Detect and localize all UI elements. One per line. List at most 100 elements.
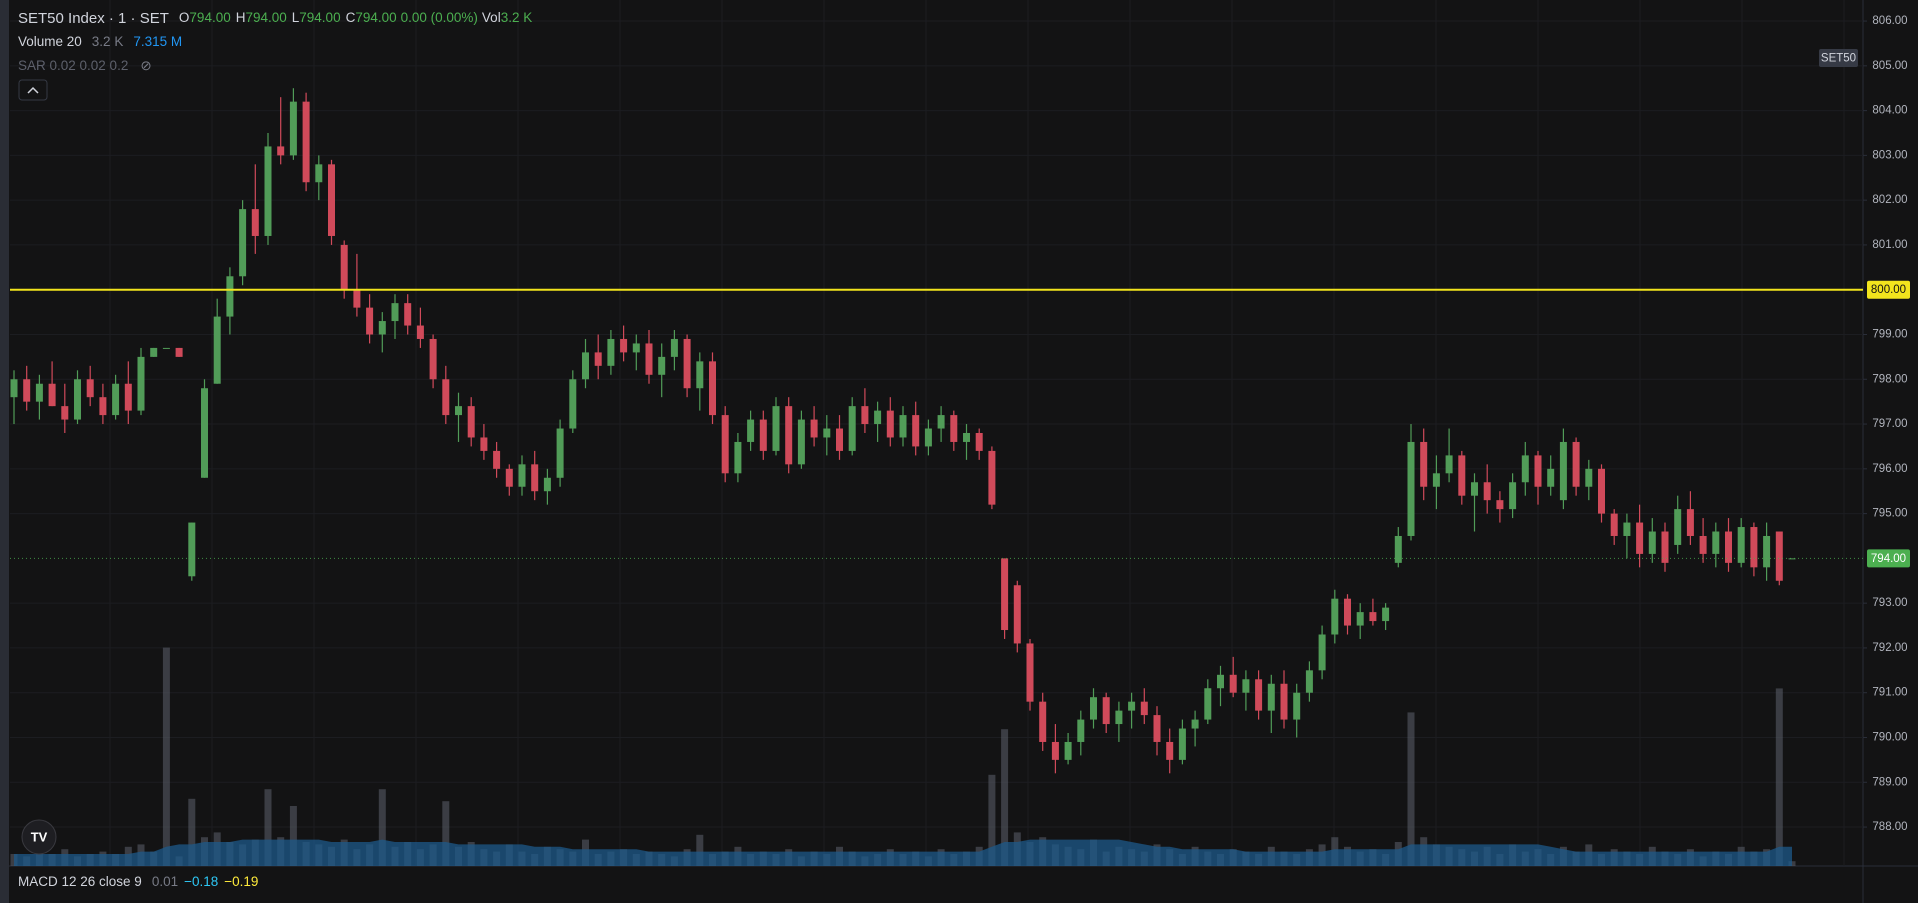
ohlc: O 794.00 H 794.00 L 794.00 C 794.00 <box>179 10 397 27</box>
candle-body <box>480 437 488 451</box>
candle-body <box>226 276 234 317</box>
candle-body <box>1559 441 1567 501</box>
overlays <box>10 280 1910 568</box>
candle-body <box>607 338 615 366</box>
candle-body <box>378 321 386 335</box>
y-tick-label: 788.00 <box>1872 821 1907 833</box>
candle-body <box>1051 741 1059 760</box>
y-tick-label: 804.00 <box>1872 105 1907 117</box>
macd-value: 0.01 <box>151 874 179 889</box>
candle-body <box>505 468 513 487</box>
candle-body <box>302 101 310 183</box>
candle-body <box>1242 679 1250 693</box>
candle-body <box>493 450 501 469</box>
candle-body <box>455 406 462 416</box>
ohlc-label: O <box>178 10 190 25</box>
candle-body <box>1547 468 1555 487</box>
candle-body <box>1293 692 1301 720</box>
candle-body <box>1318 634 1326 671</box>
ohlc-value: 794.00 <box>189 10 231 25</box>
y-tick-label: 799.00 <box>1872 329 1907 341</box>
change: 0.00 (0.00%) <box>400 10 478 25</box>
y-tick-label: 789.00 <box>1872 776 1907 788</box>
hidden-icon[interactable]: ⊘ <box>140 58 152 73</box>
candle-body <box>1699 535 1707 554</box>
ohlc-label: C <box>345 10 356 25</box>
candle-body <box>1115 710 1123 725</box>
candle-body <box>315 164 323 183</box>
y-tick-label: 803.00 <box>1872 149 1907 161</box>
candle-body <box>162 347 170 349</box>
candle-body <box>1331 598 1339 635</box>
candle-body <box>658 356 666 375</box>
collapse-button[interactable] <box>18 79 48 101</box>
candle-body <box>239 209 247 277</box>
volume-bar <box>1001 729 1009 866</box>
volume-row: Volume 20 3.2 K 7.315 M <box>18 34 182 49</box>
candle-body <box>670 338 678 357</box>
left-border <box>0 0 9 903</box>
candle-body <box>1483 482 1491 501</box>
price-badge-label: 800.00 <box>1871 284 1906 296</box>
candle-body <box>556 428 564 478</box>
volume-ma: 7.315 M <box>133 34 183 49</box>
candle-body <box>112 383 120 416</box>
y-tick-label: 802.00 <box>1872 194 1907 206</box>
candles <box>10 88 1796 774</box>
candle-body <box>61 406 69 420</box>
candle-body <box>137 356 145 411</box>
candle-body <box>594 352 602 366</box>
candle-body <box>328 164 335 236</box>
candle-body <box>1356 612 1364 626</box>
candle-body <box>696 361 704 389</box>
candle-body <box>645 343 653 375</box>
candle-body <box>1585 468 1593 487</box>
volume-ma-area <box>14 839 1792 866</box>
candle-body <box>429 338 437 380</box>
macd-row: MACD 12 26 close 9 0.01 −0.18 −0.19 <box>18 874 258 889</box>
macd-name: MACD 12 26 close 9 <box>18 874 142 889</box>
volume-bar <box>988 774 996 866</box>
candle-body <box>747 419 755 442</box>
candle-body <box>1775 531 1783 581</box>
candle-body <box>1217 674 1224 689</box>
candle-body <box>277 146 285 156</box>
candle-body <box>1598 468 1605 514</box>
candle-body <box>632 343 640 353</box>
candle-body <box>1432 473 1440 487</box>
ohlc-value: 794.00 <box>299 10 341 25</box>
sar: SAR 0.02 0.02 0.2 <box>18 58 129 73</box>
candle-body <box>1458 455 1466 496</box>
y-tick-label: 793.00 <box>1872 597 1907 609</box>
candle-body <box>543 477 551 492</box>
y-tick-label: 797.00 <box>1872 418 1907 430</box>
candle-body <box>1039 701 1047 742</box>
volume-indicator: Volume 20 <box>18 34 82 49</box>
logo[interactable] <box>21 819 57 855</box>
candle-body <box>772 406 780 451</box>
vol-value: 3.2 K <box>500 10 533 25</box>
candle-body <box>1407 441 1415 536</box>
candle-body <box>569 379 577 429</box>
candle-body <box>353 289 361 308</box>
logo-mark: TV <box>31 829 48 844</box>
candle-body <box>1102 697 1110 725</box>
candle-body <box>924 428 932 447</box>
candle-body <box>1445 455 1453 474</box>
candle-body <box>810 419 818 438</box>
candle-body <box>721 415 729 474</box>
candle-body <box>620 338 628 353</box>
candle-body <box>797 419 805 465</box>
volume-bar <box>1407 712 1415 866</box>
price-badge-label: 794.00 <box>1871 553 1906 565</box>
candle-body <box>1382 607 1390 622</box>
candle-body <box>1344 598 1351 626</box>
candle-body <box>1750 527 1758 568</box>
volume-value: 3.2 K <box>91 34 124 49</box>
candle-body <box>175 347 183 357</box>
candle-body <box>785 406 793 465</box>
candle-body <box>1712 531 1720 554</box>
vol-label: Vol <box>481 10 501 25</box>
